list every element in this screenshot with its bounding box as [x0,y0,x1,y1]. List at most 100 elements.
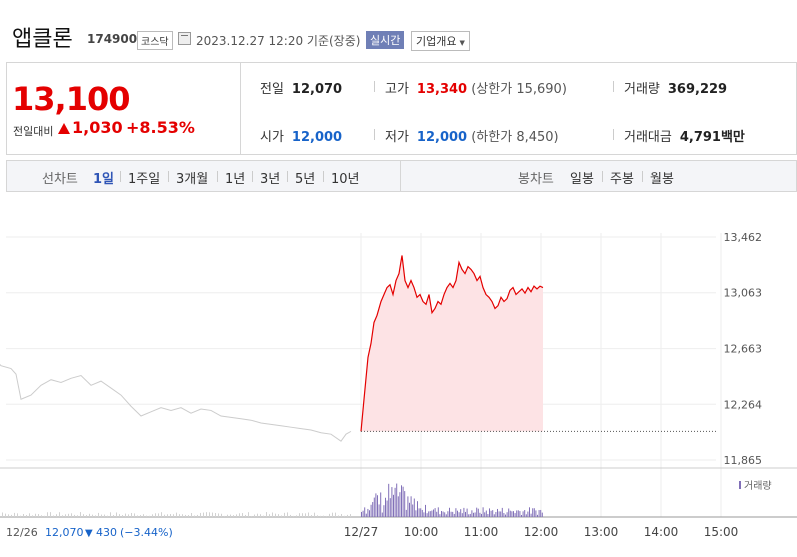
tab-period-1y[interactable]: 1년 [225,172,246,187]
volume-bar [489,508,490,517]
volume-bar [155,513,156,517]
volume-bar [525,514,527,517]
volume-bar [498,511,500,517]
volume-bar [263,515,264,517]
quote-datetime: 2023.12.27 12:20 기준(장중) [196,34,361,48]
volume-bar [53,515,54,517]
volume-bar [449,507,450,517]
volume-bar [473,512,474,517]
divider [374,129,375,140]
volume-bar [14,512,15,517]
volume-bar [170,514,171,517]
volume-bar [278,514,279,517]
company-overview-button[interactable]: 기업개요 ▼ [411,31,470,51]
volume-bar [521,514,522,517]
volume-bar [131,512,132,517]
volume-bar [362,510,364,517]
tab-candle-daily[interactable]: 일봉 [570,172,594,187]
volume-bar [251,515,252,517]
volume-bar [529,507,530,517]
volume-bar [56,514,57,517]
volume-bar [257,513,258,517]
volume-bar [503,513,505,517]
realtime-badge[interactable]: 실시간 [366,31,405,49]
volume-bar [530,513,532,517]
volume-bar [68,513,69,517]
volume-bar [506,512,508,517]
volume-bar [284,512,285,517]
volume-bar [445,514,447,517]
tab-period-10y[interactable]: 10년 [331,172,360,187]
volume-bar [200,512,201,517]
tab-candle-monthly[interactable]: 월봉 [650,172,674,187]
volume-bar [441,510,442,517]
volume-bar [26,515,27,517]
volume-bar [215,513,216,517]
volume-bar [182,514,183,517]
volume-bar [317,515,318,517]
tab-period-1d[interactable]: 1일 [93,172,115,187]
tab-period-1w[interactable]: 1주일 [128,172,161,187]
volume-bar [423,512,425,517]
volume-bar [420,508,422,517]
open-price: 시가 12,000 [260,126,342,145]
tab-period-5y[interactable]: 5년 [295,172,316,187]
tabs-divider [400,160,401,192]
volume-legend: 거래량 [744,480,772,492]
volume-bar [450,511,452,517]
volume-bar [158,513,159,517]
volume-bar [537,514,538,517]
volume-bar [149,515,150,517]
change-amount: 1,030 [72,118,123,137]
volume-bar [86,515,87,517]
volume-bar [29,513,30,517]
volume-bar [418,508,420,517]
footer-close: 12,070 [45,526,84,539]
volume-bar [38,514,39,517]
volume-bar [104,514,105,517]
volume-bar [500,511,502,517]
stock-name: 앱클론 [12,27,73,52]
volume-bar [364,507,366,517]
volume-bar [437,507,439,517]
trade-amount-label: 거래대금 [624,130,672,145]
volume-bar [383,505,385,517]
volume-bar [299,513,300,517]
volume-bar [385,497,386,517]
tab-period-3m[interactable]: 3개월 [176,172,209,187]
volume-bar [233,515,234,517]
divider [287,171,288,182]
volume-bar [508,508,510,517]
volume-bar [341,514,342,517]
today-line [360,255,544,432]
volume-bar [254,514,255,517]
divider [323,171,324,182]
today-fill-area [361,255,543,432]
volume-bar [293,515,294,517]
tab-period-3y[interactable]: 3년 [260,172,281,187]
volume-bar [367,508,369,517]
volume-bar [146,515,147,517]
volume-bar [350,514,351,517]
volume-bar [538,510,540,517]
tab-candle-weekly[interactable]: 주봉 [610,172,634,187]
prev-close: 전일 12,070 [260,78,342,97]
volume-bar [365,513,367,517]
volume-bar [434,508,436,517]
volume-bar [338,515,339,517]
x-tick-label: 14:00 [644,525,679,539]
volume-bar [242,513,243,517]
volume-bar [203,512,204,517]
volume-bar [140,515,141,517]
volume-bar [281,515,282,517]
volume: 거래량 369,229 [624,78,727,97]
change-label: 전일대비 [13,125,54,138]
volume-bar [266,512,267,517]
volume-bar [179,514,180,517]
volume-bar [188,515,189,517]
volume-bar [501,507,503,517]
volume-bar [290,514,291,517]
volume-bar [397,496,399,517]
market-badge: 코스닥 [137,31,173,50]
change-value: 1,030 [58,118,123,137]
